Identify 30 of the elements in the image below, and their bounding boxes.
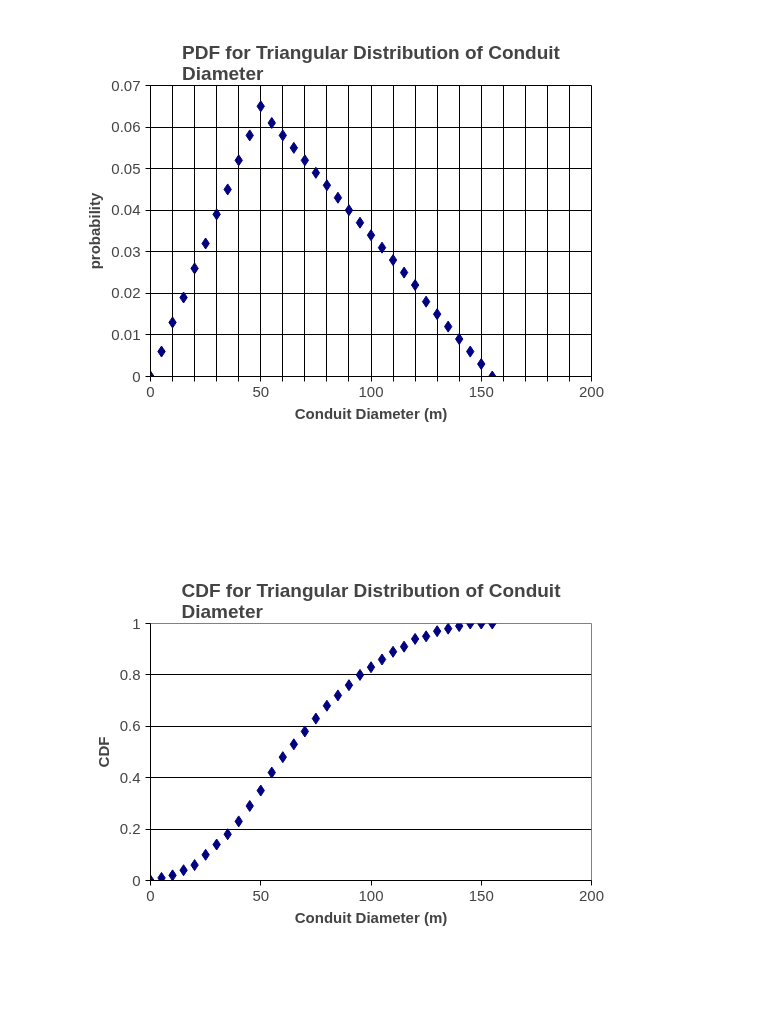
x-tick-label: 50 xyxy=(252,382,270,400)
y-tick-label: 0.6 xyxy=(119,717,141,735)
y-tick-label: 0.05 xyxy=(111,159,141,177)
x-tick-label: 50 xyxy=(252,886,270,904)
x-tick-label: 200 xyxy=(578,886,605,904)
x-tick-label: 0 xyxy=(146,886,155,904)
y-axis-title: CDF xyxy=(94,736,112,768)
x-tick-label: 100 xyxy=(358,886,384,904)
x-tick-label: 0 xyxy=(146,382,155,400)
y-tick-label: 0.2 xyxy=(119,820,141,838)
y-tick-label: 0.4 xyxy=(119,768,141,786)
y-tick-label: 0.06 xyxy=(111,118,141,136)
y-tick-label: 0.02 xyxy=(111,284,141,302)
x-axis-title: Conduit Diameter (m) xyxy=(294,404,448,422)
y-tick-label: 0.04 xyxy=(111,201,141,219)
y-tick-label: 0.07 xyxy=(111,76,141,94)
chart-title: PDF for Triangular Distribution of Conduit Diameter xyxy=(182,41,561,84)
y-tick-label: 0 xyxy=(132,871,141,889)
y-axis-title: probability xyxy=(86,192,104,270)
y-tick-label: 1 xyxy=(132,614,141,632)
x-tick-label: 100 xyxy=(358,382,384,400)
x-tick-label: 200 xyxy=(578,382,605,400)
y-tick-label: 0.8 xyxy=(119,665,141,683)
y-tick-label: 0.01 xyxy=(111,325,141,343)
chart-title: CDF for Triangular Distribution of Conduit Diameter xyxy=(181,579,562,622)
y-tick-label: 0.03 xyxy=(111,242,141,260)
x-tick-label: 150 xyxy=(468,886,494,904)
x-tick-label: 150 xyxy=(468,382,494,400)
x-axis-title: Conduit Diameter (m) xyxy=(294,908,448,926)
y-tick-label: 0 xyxy=(132,367,141,385)
